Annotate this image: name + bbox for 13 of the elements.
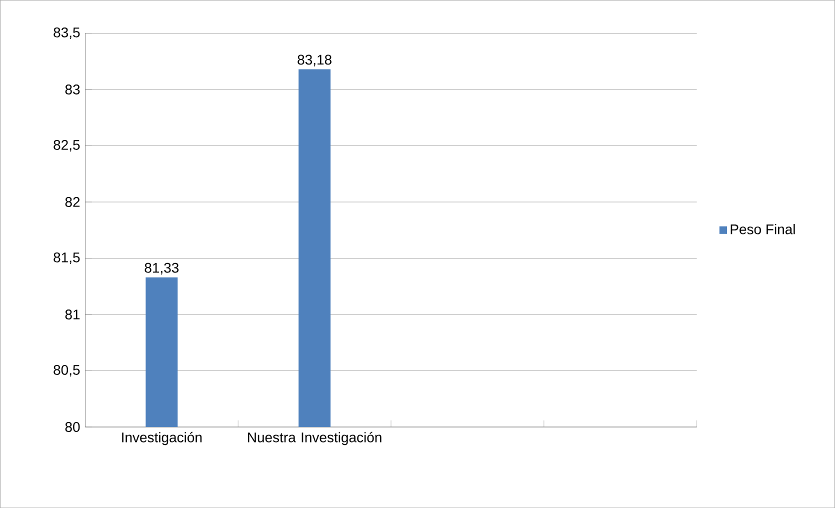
- y-tick-label: 82,5: [54, 140, 80, 152]
- y-tick-label: 81,5: [54, 252, 80, 264]
- x-tick-label: Nuestra Investigación: [248, 432, 382, 446]
- y-tick-label: 80: [65, 422, 80, 432]
- legend-label: Peso Final: [730, 224, 795, 234]
- x-tick-label: Investigación: [122, 432, 202, 446]
- data-label: 83,18: [298, 54, 332, 66]
- y-tick-label: 83: [65, 84, 80, 94]
- y-tick-label: 83,5: [54, 27, 80, 39]
- y-tick-label: 81: [65, 309, 80, 320]
- data-label: 81,33: [144, 262, 179, 274]
- y-tick-label: 80,5: [54, 364, 80, 376]
- y-tick-label: 82: [65, 196, 80, 207]
